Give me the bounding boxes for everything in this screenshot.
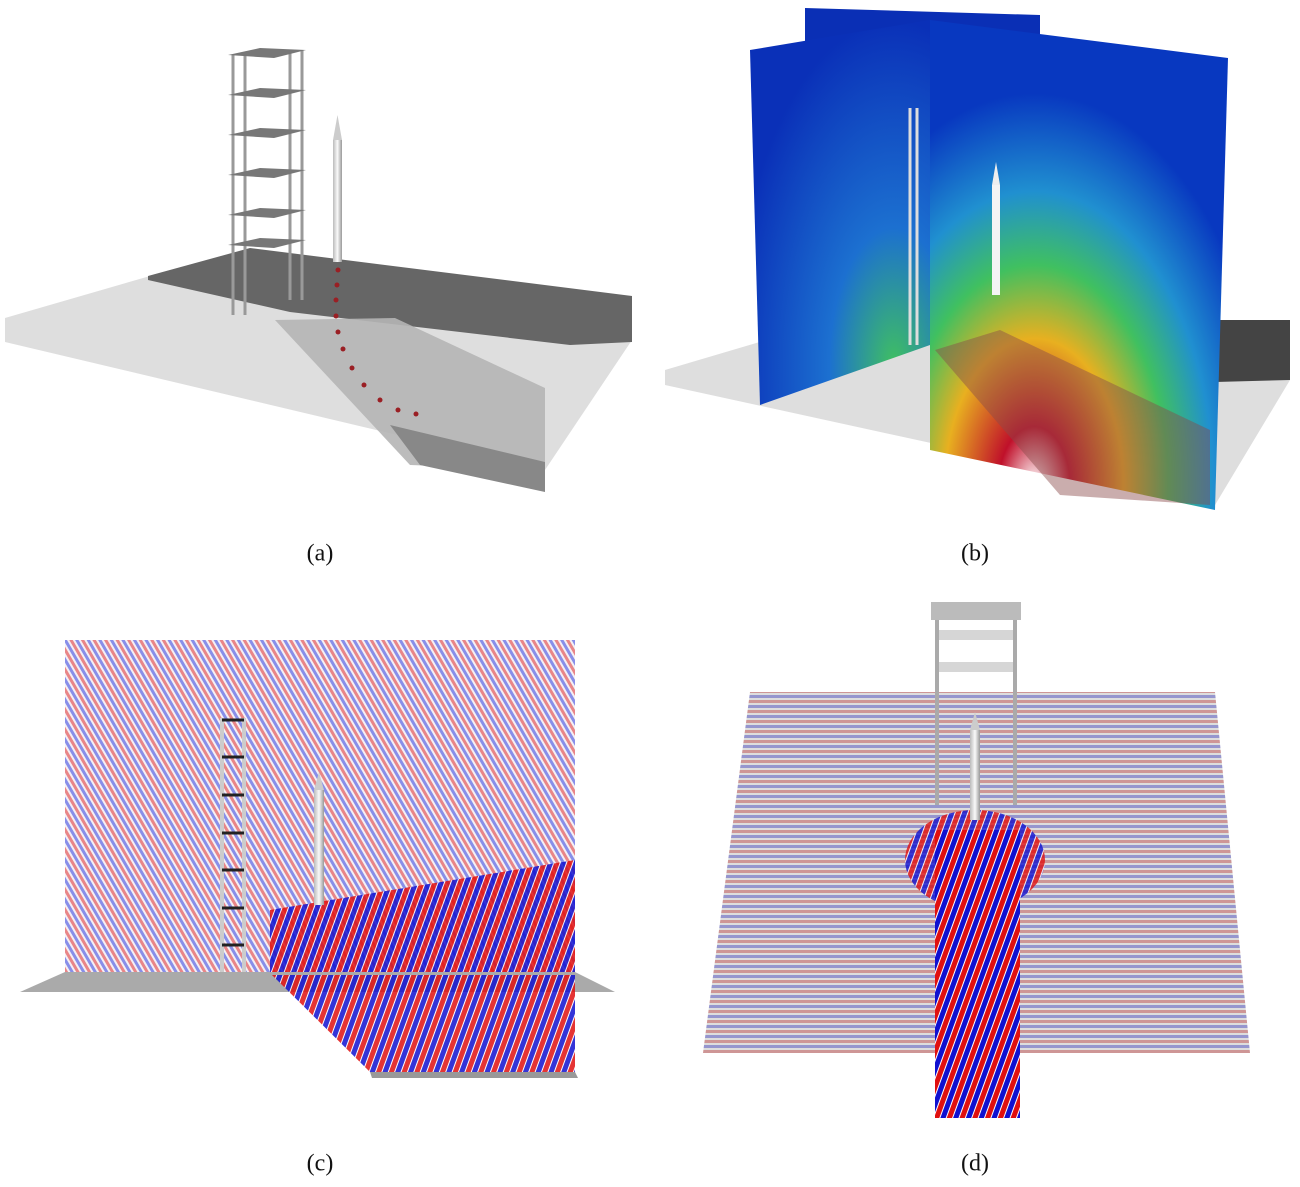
panel-c [20, 640, 615, 1078]
caption: (b) [961, 541, 989, 567]
caption: (a) [307, 541, 334, 567]
pit-edge [370, 1072, 578, 1078]
left-plane [750, 20, 930, 405]
rocket [992, 162, 1000, 295]
caption: (c) [307, 1151, 334, 1177]
rocket [314, 772, 324, 905]
panel-d [703, 602, 1250, 1118]
panel-a [5, 48, 632, 492]
caption: (d) [961, 1151, 989, 1177]
ground-dark [1215, 320, 1290, 382]
figure: (a) (b) (c) (d) [0, 0, 1300, 1187]
pit-wave [272, 975, 575, 1072]
channel [935, 830, 1020, 1118]
rocket [970, 712, 980, 820]
rocket [333, 115, 342, 262]
panel-b [665, 8, 1290, 510]
